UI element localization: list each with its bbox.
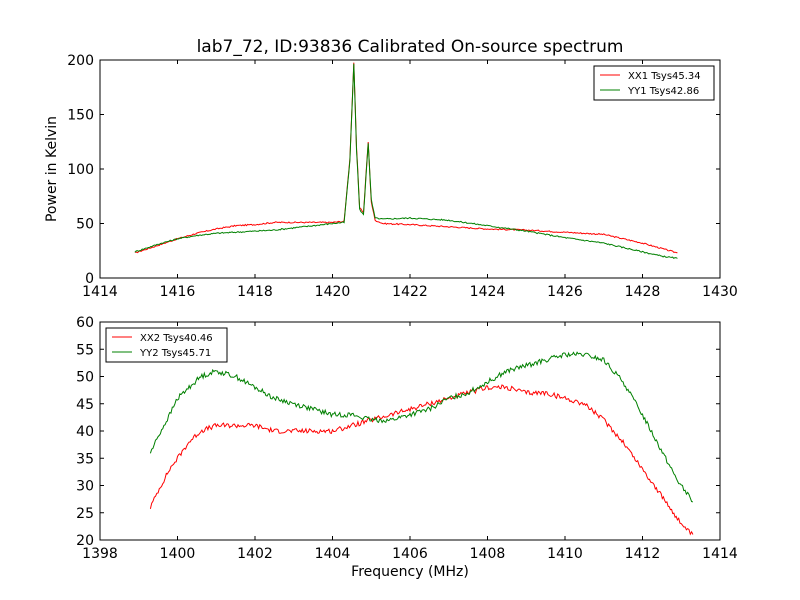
- series-line-2: [134, 63, 678, 260]
- x-tick-label: 1414: [702, 546, 738, 562]
- series-line-2: [149, 351, 694, 503]
- y-tick-label: 40: [76, 424, 94, 440]
- legend-label: YY2 Tsys45.71: [139, 348, 211, 359]
- top-plot: 1414 1416 1418 1420 1422 1424 1426 1428 1430 0 50 1…: [67, 53, 738, 300]
- x-tick-label: 1422: [392, 284, 428, 300]
- top-chart-ylabel: Power in Kelvin: [44, 116, 60, 222]
- bottom-plot: 1398 1400 1402 1404 1406 1408 1410 1412 1414 20 25…: [76, 315, 738, 562]
- series-line-1: [134, 62, 678, 254]
- y-tick-label: 45: [76, 397, 94, 413]
- x-tick-label: 1398: [82, 546, 118, 562]
- y-tick-label: 150: [67, 108, 94, 124]
- x-tick-label: 1400: [160, 546, 196, 562]
- y-tick-label: 30: [76, 479, 94, 495]
- y-tick-label: 35: [76, 451, 94, 467]
- y-tick-label: 55: [76, 342, 94, 358]
- x-tick-label: 1414: [82, 284, 118, 300]
- y-tick-label: 25: [76, 506, 94, 522]
- y-tick-label: 60: [76, 315, 94, 331]
- series-line-1: [149, 384, 694, 536]
- x-tick-label: 1404: [315, 546, 351, 562]
- y-tick-label: 100: [67, 162, 94, 178]
- x-tick-label: 1408: [470, 546, 506, 562]
- y-tick-label: 20: [76, 533, 94, 549]
- legend-label: YY1 Tsys42.86: [627, 86, 699, 97]
- top-chart-title: lab7_72, ID:93836 Calibrated On-source s…: [197, 37, 624, 57]
- legend-box: [105, 327, 228, 363]
- legend: XX2 Tsys40.46 YY2 Tsys45.71: [105, 327, 228, 363]
- x-tick-label: 1410: [547, 546, 583, 562]
- x-tick-label: 1416: [160, 284, 196, 300]
- legend-box: [593, 65, 715, 101]
- x-tick-label: 1412: [625, 546, 661, 562]
- legend-label: XX1 Tsys45.34: [628, 71, 701, 82]
- y-tick-label: 50: [76, 217, 94, 233]
- x-tick-label: 1418: [237, 284, 273, 300]
- x-tick-label: 1424: [470, 284, 506, 300]
- bottom-chart-xlabel: Frequency (MHz): [351, 564, 469, 580]
- x-tick-label: 1420: [315, 284, 351, 300]
- y-tick-label: 50: [76, 370, 94, 386]
- y-tick-label: 200: [67, 53, 94, 69]
- x-tick-label: 1428: [625, 284, 661, 300]
- legend: XX1 Tsys45.34 YY1 Tsys42.86: [593, 65, 715, 101]
- legend-label: XX2 Tsys40.46: [140, 333, 213, 344]
- x-tick-label: 1406: [392, 546, 428, 562]
- x-tick-label: 1430: [702, 284, 738, 300]
- x-tick-label: 1426: [547, 284, 583, 300]
- y-tick-label: 0: [85, 271, 94, 287]
- x-tick-label: 1402: [237, 546, 273, 562]
